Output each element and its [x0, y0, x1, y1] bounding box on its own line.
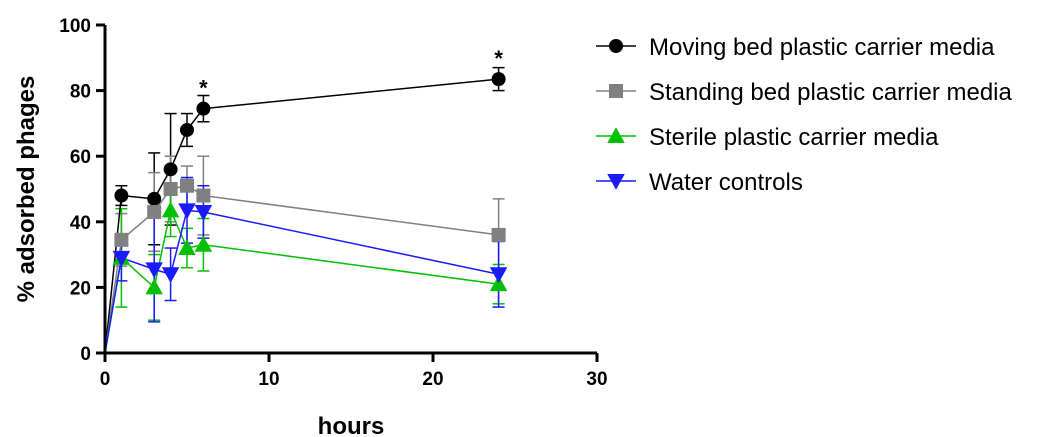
- plot-area: **: [104, 46, 508, 354]
- x-axis-title: hours: [318, 413, 385, 437]
- y-tick-label: 100: [59, 16, 91, 37]
- x-tick-label: 30: [586, 369, 607, 390]
- series-markers: [112, 72, 508, 295]
- legend-item: Sterile plastic carrier media: [596, 124, 939, 151]
- data-point: [489, 267, 508, 284]
- data-point: [491, 227, 506, 242]
- data-point: [145, 278, 163, 295]
- significance-marker: *: [199, 75, 208, 100]
- legend-label: Moving bed plastic carrier media: [649, 34, 995, 61]
- data-point: [112, 250, 131, 267]
- data-point: [194, 204, 213, 221]
- x-tick-label: 20: [422, 369, 443, 390]
- data-point: [178, 203, 196, 220]
- legend-item: Water controls: [596, 169, 803, 196]
- annotations: **: [199, 46, 503, 101]
- series-line: [104, 207, 499, 354]
- x-tick-label: 10: [258, 369, 279, 390]
- axes: 0 20 40 60 80 100 0 10 20 30: [59, 16, 607, 390]
- legend-marker: [609, 84, 623, 98]
- data-point: [196, 188, 211, 203]
- y-axis-title: % adsorbed phages: [13, 76, 40, 303]
- data-point: [194, 236, 213, 252]
- y-tick-label: 80: [70, 82, 91, 103]
- data-point: [147, 204, 162, 219]
- data-point: [178, 239, 196, 256]
- data-point: [196, 101, 211, 116]
- legend-marker: [607, 127, 625, 143]
- data-point: [180, 178, 194, 193]
- data-point: [145, 262, 163, 279]
- legend-label: Standing bed plastic carrier media: [649, 79, 1013, 106]
- data-point: [161, 267, 180, 284]
- data-point: [114, 232, 129, 247]
- y-tick-label: 40: [70, 213, 91, 234]
- data-point: [491, 72, 506, 87]
- y-tick-label: 0: [80, 344, 91, 365]
- y-tick-label: 60: [70, 147, 91, 168]
- data-point: [161, 201, 180, 218]
- legend-label: Water controls: [649, 169, 803, 196]
- y-tick-label: 20: [70, 278, 91, 299]
- x-ticks: 0 10 20 30: [100, 353, 608, 390]
- x-tick-label: 0: [100, 369, 111, 390]
- legend: Moving bed plastic carrier media Standing…: [596, 34, 1013, 196]
- data-point: [163, 162, 178, 177]
- legend-marker: [607, 174, 625, 190]
- data-point: [114, 188, 129, 203]
- data-point: [180, 122, 194, 137]
- data-point: [163, 182, 178, 196]
- legend-marker: [609, 39, 623, 53]
- series-line: [104, 209, 499, 354]
- legend-item: Standing bed plastic carrier media: [596, 79, 1013, 106]
- y-ticks: 0 20 40 60 80 100: [59, 16, 105, 365]
- legend-item: Moving bed plastic carrier media: [596, 34, 995, 61]
- legend-label: Sterile plastic carrier media: [649, 124, 939, 151]
- data-point: [147, 191, 162, 206]
- data-point: [489, 275, 508, 292]
- significance-marker: *: [494, 46, 503, 71]
